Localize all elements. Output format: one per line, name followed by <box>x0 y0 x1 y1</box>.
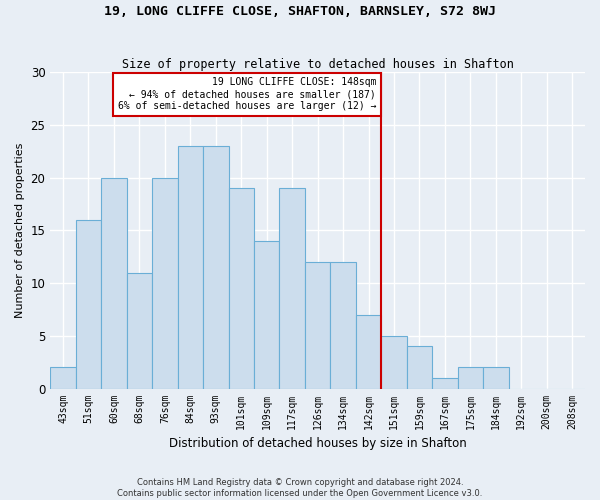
Bar <box>178 146 203 388</box>
Bar <box>432 378 458 388</box>
X-axis label: Distribution of detached houses by size in Shafton: Distribution of detached houses by size … <box>169 437 467 450</box>
Text: 19, LONG CLIFFE CLOSE, SHAFTON, BARNSLEY, S72 8WJ: 19, LONG CLIFFE CLOSE, SHAFTON, BARNSLEY… <box>104 5 496 18</box>
Bar <box>101 178 127 388</box>
Bar <box>483 368 509 388</box>
Bar <box>458 368 483 388</box>
Bar <box>229 188 254 388</box>
Bar <box>50 368 76 388</box>
Y-axis label: Number of detached properties: Number of detached properties <box>15 142 25 318</box>
Bar <box>127 272 152 388</box>
Title: Size of property relative to detached houses in Shafton: Size of property relative to detached ho… <box>122 58 514 71</box>
Bar <box>331 262 356 388</box>
Text: Contains HM Land Registry data © Crown copyright and database right 2024.
Contai: Contains HM Land Registry data © Crown c… <box>118 478 482 498</box>
Bar <box>407 346 432 389</box>
Bar <box>152 178 178 388</box>
Bar <box>76 220 101 388</box>
Bar <box>305 262 331 388</box>
Text: 19 LONG CLIFFE CLOSE: 148sqm
← 94% of detached houses are smaller (187)
6% of se: 19 LONG CLIFFE CLOSE: 148sqm ← 94% of de… <box>118 78 376 110</box>
Bar <box>254 241 280 388</box>
Bar <box>280 188 305 388</box>
Bar <box>203 146 229 388</box>
Bar <box>382 336 407 388</box>
Bar <box>356 314 382 388</box>
